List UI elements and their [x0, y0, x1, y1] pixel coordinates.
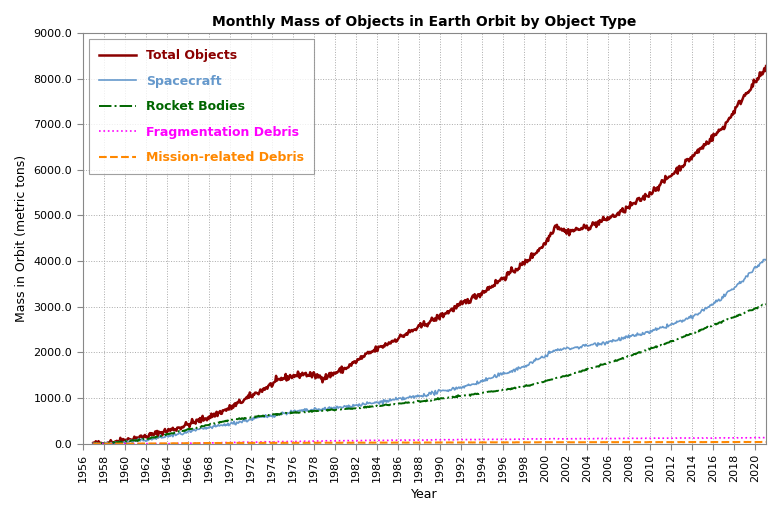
Rocket Bodies: [120, 439, 130, 445]
Mission-related Debris: [431, 440, 440, 446]
Legend: Total Objects, Spacecraft, Rocket Bodies, Fragmentation Debris, Mission-related : Total Objects, Spacecraft, Rocket Bodies…: [89, 39, 315, 174]
Fragmentation Debris: [430, 437, 440, 443]
X-axis label: Year: Year: [411, 488, 437, 501]
Fragmentation Debris: [248, 439, 257, 445]
Total Objects: [88, 440, 98, 446]
Y-axis label: Mass in Orbit (metric tons): Mass in Orbit (metric tons): [15, 155, 28, 322]
Total Objects: [202, 417, 212, 424]
Fragmentation Debris: [758, 434, 767, 441]
Spacecraft: [89, 441, 98, 447]
Rocket Bodies: [88, 441, 98, 447]
Mission-related Debris: [248, 440, 258, 446]
Total Objects: [751, 79, 761, 85]
Mission-related Debris: [761, 439, 771, 445]
Mission-related Debris: [495, 439, 505, 445]
Spacecraft: [121, 439, 130, 445]
Fragmentation Debris: [761, 434, 771, 441]
Total Objects: [495, 278, 505, 284]
Fragmentation Debris: [494, 436, 504, 442]
Mission-related Debris: [88, 441, 98, 447]
Mission-related Debris: [202, 440, 212, 446]
Rocket Bodies: [494, 388, 504, 394]
Spacecraft: [495, 370, 505, 377]
Spacecraft: [202, 425, 212, 431]
Spacecraft: [761, 257, 771, 263]
Line: Fragmentation Debris: Fragmentation Debris: [93, 438, 766, 444]
Mission-related Debris: [751, 439, 761, 445]
Line: Mission-related Debris: Mission-related Debris: [93, 442, 766, 444]
Spacecraft: [751, 264, 761, 270]
Spacecraft: [761, 256, 770, 263]
Total Objects: [89, 441, 98, 447]
Line: Total Objects: Total Objects: [93, 66, 766, 444]
Title: Monthly Mass of Objects in Earth Orbit by Object Type: Monthly Mass of Objects in Earth Orbit b…: [212, 15, 637, 29]
Mission-related Debris: [757, 439, 766, 445]
Mission-related Debris: [121, 441, 130, 447]
Spacecraft: [248, 414, 258, 421]
Fragmentation Debris: [120, 441, 130, 447]
Rocket Bodies: [751, 305, 760, 311]
Spacecraft: [431, 391, 440, 397]
Fragmentation Debris: [201, 440, 211, 446]
Total Objects: [431, 317, 440, 324]
Total Objects: [121, 440, 130, 446]
Spacecraft: [88, 440, 98, 446]
Mission-related Debris: [91, 441, 100, 447]
Total Objects: [761, 63, 771, 69]
Fragmentation Debris: [751, 434, 760, 441]
Fragmentation Debris: [88, 441, 98, 447]
Rocket Bodies: [430, 396, 440, 402]
Line: Rocket Bodies: Rocket Bodies: [93, 304, 766, 444]
Rocket Bodies: [761, 301, 771, 307]
Rocket Bodies: [201, 422, 211, 428]
Total Objects: [248, 391, 258, 397]
Line: Spacecraft: Spacecraft: [93, 260, 766, 444]
Rocket Bodies: [248, 414, 257, 420]
